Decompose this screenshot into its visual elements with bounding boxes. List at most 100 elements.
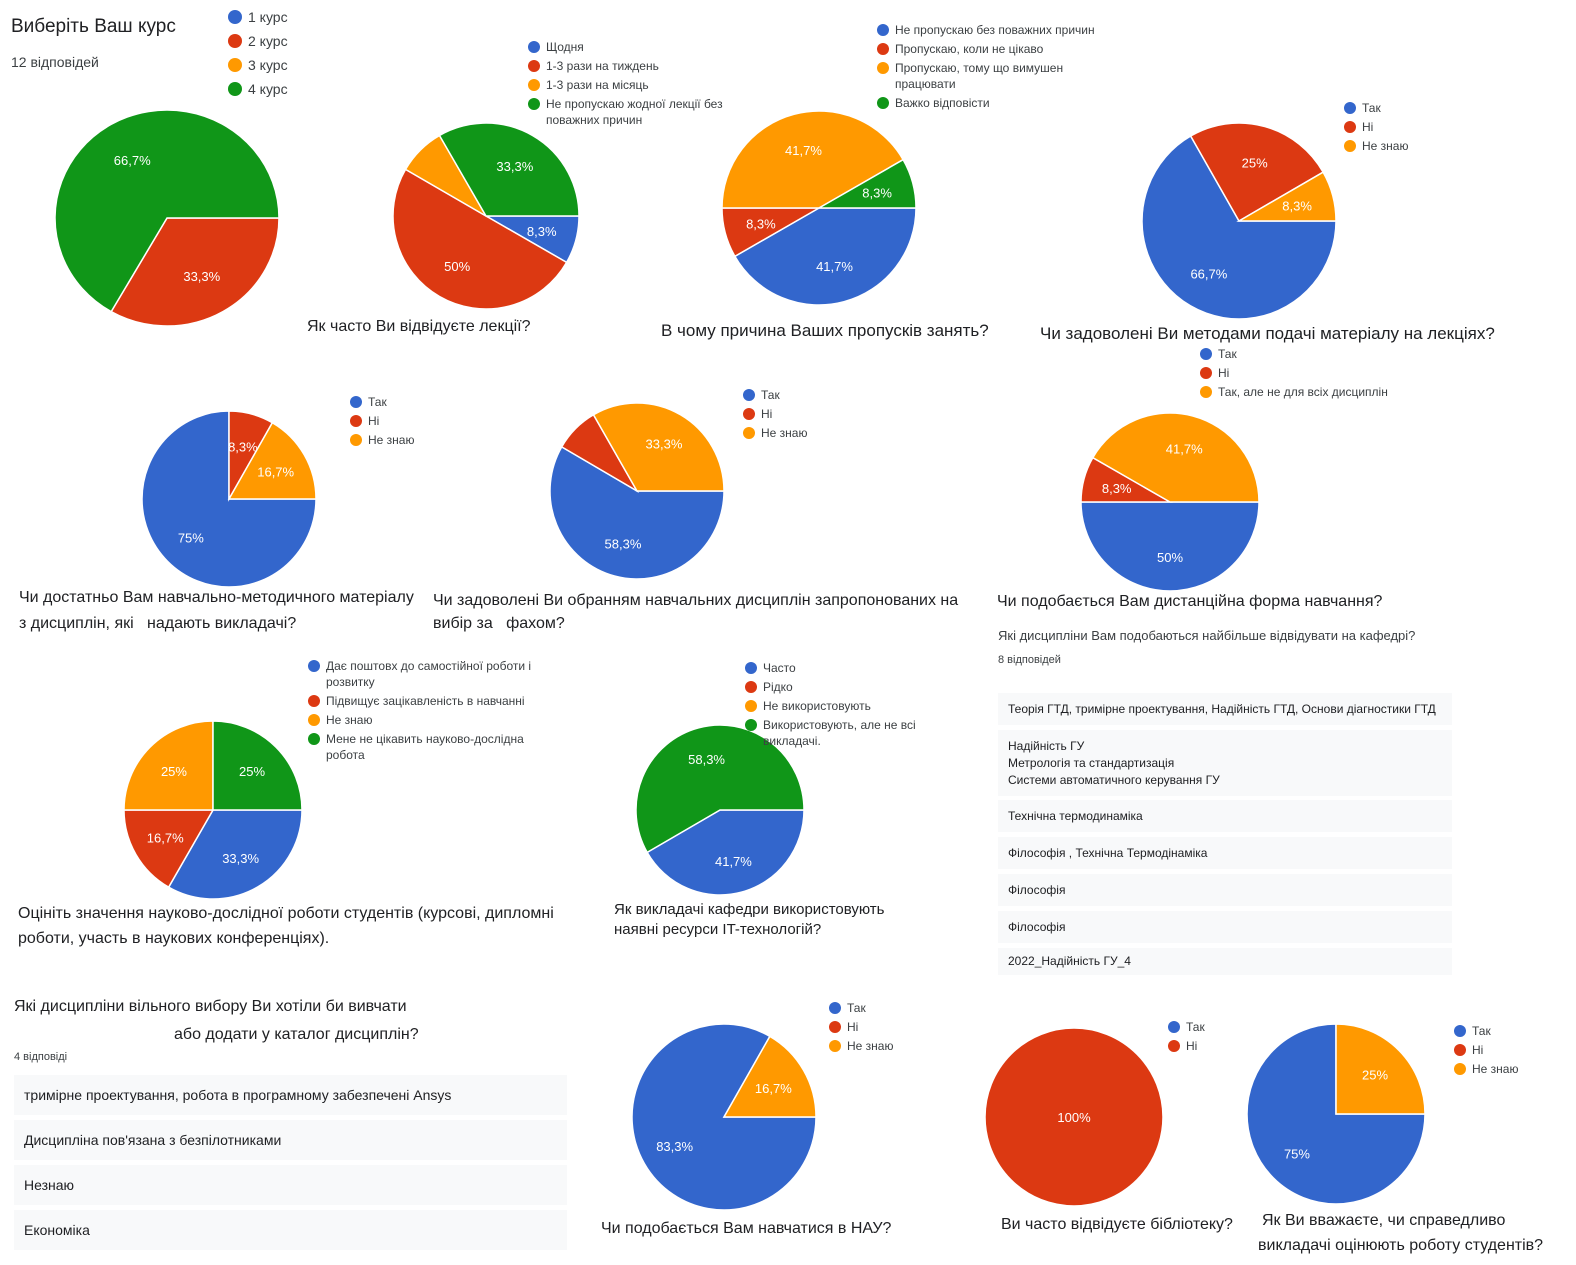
legend-library: Так Ні (1168, 1019, 1205, 1057)
pie-chart-7: 50% 8,3% 41,7% (1080, 412, 1260, 592)
pie-slice (123, 720, 214, 811)
question-elective-line2: або додати у каталог дисциплін? (174, 1026, 419, 1043)
legend-label: 1 курс (248, 9, 288, 25)
legend-label: Так (1362, 101, 1381, 115)
response-row: тримірне проектування, робота в програмн… (14, 1075, 567, 1115)
pie-slice (816, 158, 917, 209)
legend-dot-icon (528, 41, 540, 53)
legend-item: Рідко (745, 679, 975, 695)
legend-label: Не пропускаю без поважних причин (895, 23, 1095, 37)
slice-label: 66,7% (114, 153, 151, 168)
legend-label: Пропускаю, коли не цікаво (895, 42, 1044, 56)
legend-dot-icon (1200, 348, 1212, 360)
slice-label: 41,7% (715, 854, 752, 869)
response-row: Економіка (14, 1210, 567, 1250)
legend-item: Щодня (528, 39, 733, 55)
legend-dot-icon (745, 681, 757, 693)
legend-label: Підвищує зацікавленість в навчанні (326, 694, 525, 708)
legend-item: Ні (350, 413, 414, 429)
legend-item: Використовують, але не всі викладачі. (745, 717, 975, 749)
response-text: Економіка (24, 1221, 90, 1238)
slice-label: 8,3% (228, 439, 258, 454)
legend-dot-icon (743, 408, 755, 420)
response-row: Технічна термодинаміка (998, 800, 1452, 832)
legend-item: Не знаю (308, 712, 548, 728)
legend-item: Мене не цікавить науково-дослідна робота (308, 731, 548, 763)
pie-slice (646, 809, 805, 896)
question-research-line1: Оцініть значення науково-дослідної робот… (18, 905, 554, 922)
legend-dot-icon (1344, 140, 1356, 152)
legend-dot-icon (1454, 1044, 1466, 1056)
response-text: Технічна термодинаміка (1008, 808, 1143, 823)
legend-item: 2 курс (228, 32, 288, 50)
legend-dot-icon (308, 733, 320, 745)
legend-item: Підвищує зацікавленість в навчанні (308, 693, 548, 709)
legend-label: 1-3 рази на місяць (546, 78, 649, 92)
slice-label: 33,3% (222, 851, 259, 866)
legend-label: Так (1186, 1020, 1205, 1034)
slice-label: 83,3% (656, 1139, 693, 1154)
slice-label: 75% (178, 531, 204, 546)
legend-item: Не знаю (350, 432, 414, 448)
legend-dot-icon (308, 714, 320, 726)
legend-lectures: Щодня 1-3 рази на тиждень 1-3 рази на міся… (528, 39, 733, 131)
legend-dot-icon (1454, 1025, 1466, 1037)
slice-label: 33,3% (183, 269, 220, 284)
response-text: Незнаю (24, 1176, 75, 1193)
legend-label: Щодня (546, 40, 584, 54)
question-fair-line2: викладачі оцінюють роботу студентів? (1258, 1237, 1544, 1254)
response-text: Філософія (1008, 882, 1066, 897)
slice-label: 50% (444, 259, 470, 274)
question-research-line2: роботи, участь в наукових конференціях). (18, 930, 330, 947)
legend-label: Рідко (763, 680, 793, 694)
legend-dot-icon (1200, 386, 1212, 398)
pie-chart-2: 8,3% 50% 33,3% (392, 122, 580, 310)
pie-slice (592, 402, 725, 492)
legend-label: 2 курс (248, 33, 288, 49)
pie-chart-10: 83,3% 16,7% (631, 1023, 817, 1211)
legend-item: Дає поштовх до самостійної роботи і розв… (308, 658, 548, 690)
legend-dot-icon (745, 662, 757, 674)
legend-item: Так (1454, 1023, 1518, 1039)
slice-label: 33,3% (496, 159, 533, 174)
legend-label: Часто (763, 661, 796, 675)
legend-item: 4 курс (228, 80, 288, 98)
legend-dot-icon (877, 97, 889, 109)
pie-slice (1189, 122, 1325, 223)
slice-label: 58,3% (605, 537, 642, 552)
legend-dot-icon (528, 79, 540, 91)
pie-slice (110, 217, 280, 327)
pie-chart-9: 41,7% 58,3% (635, 724, 805, 896)
response-row: 2022_Надійність ГУ_4 (998, 948, 1452, 975)
response-text: Філософія , Технічна Термодінаміка (1008, 845, 1208, 860)
pie-slice (1080, 501, 1260, 592)
slice-label: 8,3% (1102, 481, 1132, 496)
legend-dot-icon (829, 1040, 841, 1052)
legend-dot-icon (528, 60, 540, 72)
legend-label: Не пропускаю жодної лекції без поважних … (546, 97, 723, 127)
legend-label: 3 курс (248, 57, 288, 73)
slice-label: 8,3% (746, 217, 776, 232)
pie-slice (549, 445, 725, 580)
legend-item: 3 курс (228, 56, 288, 74)
legend-item: Не знаю (1454, 1061, 1518, 1077)
question-distance: Чи подобається Вам дистанційна форма нав… (997, 593, 1383, 610)
pie-chart-3: 41,7% 8,3% 41,7% 8,3% (721, 110, 917, 306)
legend-item: 1-3 рази на тиждень (528, 58, 733, 74)
legend-item: Ні (1200, 365, 1420, 381)
legend-dot-icon (1454, 1063, 1466, 1075)
legend-dot-icon (877, 43, 889, 55)
pie-slice (984, 1027, 1164, 1207)
response-text: 2022_Надійність ГУ_4 (1008, 954, 1131, 968)
legend-label: Не знаю (761, 426, 808, 440)
slice-label: 41,7% (785, 143, 822, 158)
slice-label: 25% (1242, 155, 1268, 170)
legend-label: Ні (847, 1020, 859, 1034)
legend-dot-icon (228, 34, 242, 48)
legend-label: Ні (1218, 366, 1230, 380)
legend-dot-icon (528, 98, 540, 110)
legend-dot-icon (228, 82, 242, 96)
legend-dot-icon (829, 1021, 841, 1033)
response-row: Теорія ГТД, тримірне проектування, Надій… (998, 693, 1452, 725)
